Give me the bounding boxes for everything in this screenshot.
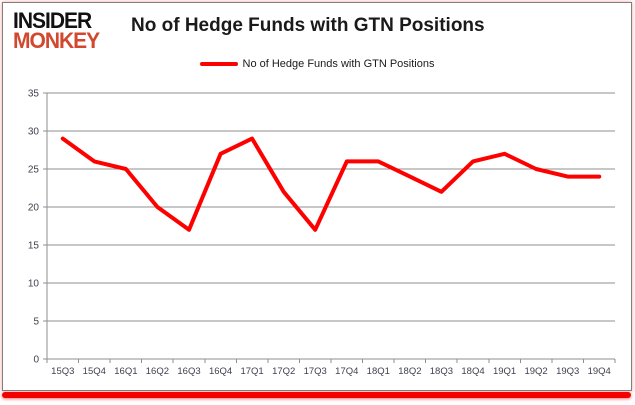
legend-label: No of Hedge Funds with GTN Positions <box>242 58 435 70</box>
bottom-accent-bar <box>2 392 631 398</box>
x-tick-label: 17Q3 <box>304 366 327 377</box>
series-line <box>60 136 602 232</box>
y-tick-label: 5 <box>33 317 39 328</box>
chart-card: INSIDER MONKEY No of Hedge Funds with GT… <box>2 2 632 391</box>
x-tick-label: 18Q1 <box>367 366 390 377</box>
y-tick-label: 25 <box>28 165 40 176</box>
logo-line-monkey: MONKEY <box>13 29 100 54</box>
y-tick-label: 20 <box>28 203 40 214</box>
legend: No of Hedge Funds with GTN Positions <box>3 58 631 70</box>
x-tick-label: 15Q3 <box>51 366 74 377</box>
x-tick-label: 16Q2 <box>146 366 169 377</box>
x-tick-label: 16Q1 <box>114 366 137 377</box>
x-tick-label: 18Q3 <box>430 366 453 377</box>
y-tick-label: 35 <box>28 89 40 100</box>
legend-line-swatch <box>199 62 238 66</box>
x-tick-label: 17Q2 <box>272 366 295 377</box>
y-tick-label: 0 <box>33 355 39 366</box>
chart-title: No of Hedge Funds with GTN Positions <box>131 15 485 36</box>
x-tick-label: 18Q4 <box>461 366 484 377</box>
x-tick-label: 19Q2 <box>524 366 547 377</box>
x-tick-label: 16Q4 <box>209 366 232 377</box>
y-tick-label: 30 <box>28 127 40 138</box>
x-tick-label: 17Q4 <box>335 366 358 377</box>
x-tick-label: 15Q4 <box>83 366 106 377</box>
insider-monkey-logo: INSIDER MONKEY <box>13 8 100 54</box>
y-tick-label: 15 <box>28 241 40 252</box>
x-tick-label: 16Q3 <box>177 366 200 377</box>
x-tick-label: 19Q3 <box>556 366 579 377</box>
line-chart: 0 5 10 15 20 25 30 35 15Q3 15Q4 16Q1 16Q2 16Q3 16Q4 17… <box>28 89 616 377</box>
x-tick-label: 17Q1 <box>240 366 263 377</box>
logo-line-insider: INSIDER <box>13 8 92 34</box>
y-tick-label: 10 <box>28 279 40 290</box>
x-tick-label: 19Q1 <box>493 366 516 377</box>
x-tick-label: 19Q4 <box>588 366 611 377</box>
x-tick-label: 18Q2 <box>398 366 421 377</box>
